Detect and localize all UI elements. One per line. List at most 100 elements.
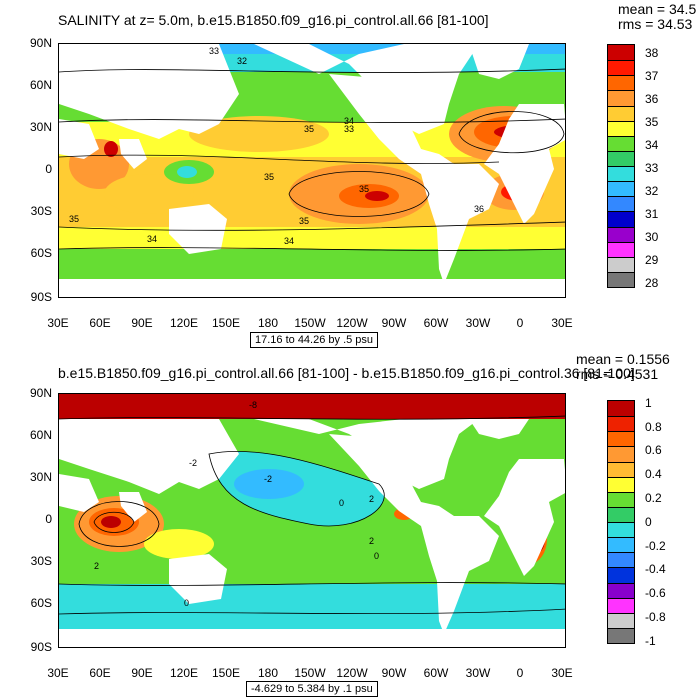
- lon-label: 0: [516, 666, 524, 680]
- lat-label: 30N: [29, 470, 52, 484]
- lon-label: 150E: [211, 316, 241, 330]
- salinity-difference-panel: b.e15.B1850.f09_g16.pi_control.all.66 [8…: [0, 350, 700, 700]
- colorbar-segment: [608, 552, 634, 568]
- rms-value: rms = 34.53: [618, 16, 693, 32]
- colorbar-segment: [608, 416, 634, 432]
- lat-label: 90S: [30, 640, 52, 654]
- lon-label: 60W: [423, 666, 449, 680]
- lon-label: 60W: [423, 316, 449, 330]
- lon-label: 60E: [89, 316, 111, 330]
- colorbar-label: 36: [645, 92, 659, 106]
- colorbar-segment: [608, 181, 634, 197]
- lon-label: 120W: [336, 316, 368, 330]
- colorbar-label: 33: [645, 161, 659, 175]
- lat-label: 0: [45, 512, 52, 526]
- colorbar-segment: [608, 45, 634, 61]
- contour-range-label: 17.16 to 44.26 by .5 psu: [250, 332, 379, 348]
- salinity-panel: SALINITY at z= 5.0m, b.e15.B1850.f09_g16…: [29, 1, 697, 348]
- colorbar-segment: [608, 256, 634, 272]
- colorbar-segment: [608, 582, 634, 598]
- colorbar-label: 0.2: [645, 491, 662, 505]
- contour-label: 2: [369, 536, 374, 546]
- colorbar-segment: [608, 506, 634, 522]
- contour-label: -2: [264, 474, 272, 484]
- difference-map: -8 -2 -2 0 2 2 2 0 0: [58, 393, 566, 648]
- colorbar-label: 37: [645, 69, 659, 83]
- mean-value: mean = 0.1556: [576, 351, 670, 367]
- colorbar-label: 1: [645, 396, 652, 410]
- contour-label: 35: [264, 172, 274, 182]
- lat-label: 30N: [29, 120, 52, 134]
- lat-label: 60N: [29, 428, 52, 442]
- colorbar-segment: [608, 271, 634, 287]
- colorbar-segment: [608, 60, 634, 76]
- lon-label: 180: [257, 316, 279, 330]
- lon-label: 0: [516, 316, 524, 330]
- lon-label: 150W: [294, 316, 326, 330]
- lon-label: 90E: [131, 666, 153, 680]
- contour-label: 2: [369, 494, 374, 504]
- lon-label: 30W: [465, 316, 491, 330]
- contour-label: 34: [147, 234, 157, 244]
- colorbar-label: -0.6: [645, 586, 666, 600]
- colorbar-segment: [608, 522, 634, 538]
- rms-value: rms = 0.4531: [576, 366, 659, 382]
- lon-label: 90E: [131, 316, 153, 330]
- lon-label: 30E: [47, 316, 69, 330]
- colorbar-segment: [608, 226, 634, 242]
- colorbar-segment: [608, 135, 634, 151]
- lon-label: 90W: [381, 316, 407, 330]
- colorbar-label: 38: [645, 46, 659, 60]
- mean-value: mean = 34.5: [618, 1, 697, 17]
- colorbar-label: 32: [645, 184, 659, 198]
- colorbar-segment: [608, 401, 634, 417]
- colorbar-label: 34: [645, 138, 659, 152]
- contour-label: 35: [359, 184, 369, 194]
- colorbar-segment: [608, 196, 634, 212]
- colorbar-label: 28: [645, 276, 659, 290]
- colorbar: [607, 400, 635, 644]
- colorbar-segment: [608, 90, 634, 106]
- colorbar-segment: [608, 446, 634, 462]
- colorbar-segment: [608, 241, 634, 257]
- lon-label: 90W: [381, 666, 407, 680]
- lon-label: 180: [257, 666, 279, 680]
- colorbar-label: 0: [645, 515, 652, 529]
- colorbar-segment: [608, 120, 634, 136]
- colorbar: [607, 44, 635, 288]
- colorbar-segment: [608, 166, 634, 182]
- colorbar-segment: [608, 597, 634, 613]
- colorbar-label: -0.2: [645, 539, 666, 553]
- colorbar-label: -0.4: [645, 562, 666, 576]
- contour-label: -8: [249, 400, 257, 410]
- lat-label: 90N: [29, 36, 52, 50]
- colorbar-label: 30: [645, 230, 659, 244]
- lat-label: 30S: [30, 204, 52, 218]
- difference-map-graphic: -8 -2 -2 0 2 2 2 0 0: [59, 394, 565, 647]
- lon-label: 30E: [47, 666, 69, 680]
- colorbar-segment: [608, 476, 634, 492]
- colorbar-segment: [608, 105, 634, 121]
- contour-label: 35: [299, 216, 309, 226]
- contour-label: -2: [189, 458, 197, 468]
- colorbar-segment: [608, 567, 634, 583]
- lon-label: 30E: [551, 666, 573, 680]
- lat-label: 0: [45, 162, 52, 176]
- panel-title: SALINITY at z= 5.0m, b.e15.B1850.f09_g16…: [58, 12, 489, 28]
- lat-label: 90N: [29, 386, 52, 400]
- salinity-map-graphic: 33 32 35 34 33 35 35 35 35 34 34 36: [59, 44, 565, 297]
- contour-label: 34: [284, 236, 294, 246]
- contour-label: 0: [374, 551, 379, 561]
- colorbar-label: 0.8: [645, 420, 662, 434]
- colorbar-segment: [608, 211, 634, 227]
- contour-label: 2: [94, 561, 99, 571]
- panel-title: b.e15.B1850.f09_g16.pi_control.all.66 [8…: [58, 365, 635, 381]
- colorbar-segment: [608, 150, 634, 166]
- contour-label: 36: [474, 204, 484, 214]
- colorbar-segment: [608, 431, 634, 447]
- contour-label: 33: [344, 124, 354, 134]
- contour-label: 0: [339, 498, 344, 508]
- contour-label: 35: [304, 124, 314, 134]
- lon-label: 60E: [89, 666, 111, 680]
- colorbar-label: 31: [645, 207, 659, 221]
